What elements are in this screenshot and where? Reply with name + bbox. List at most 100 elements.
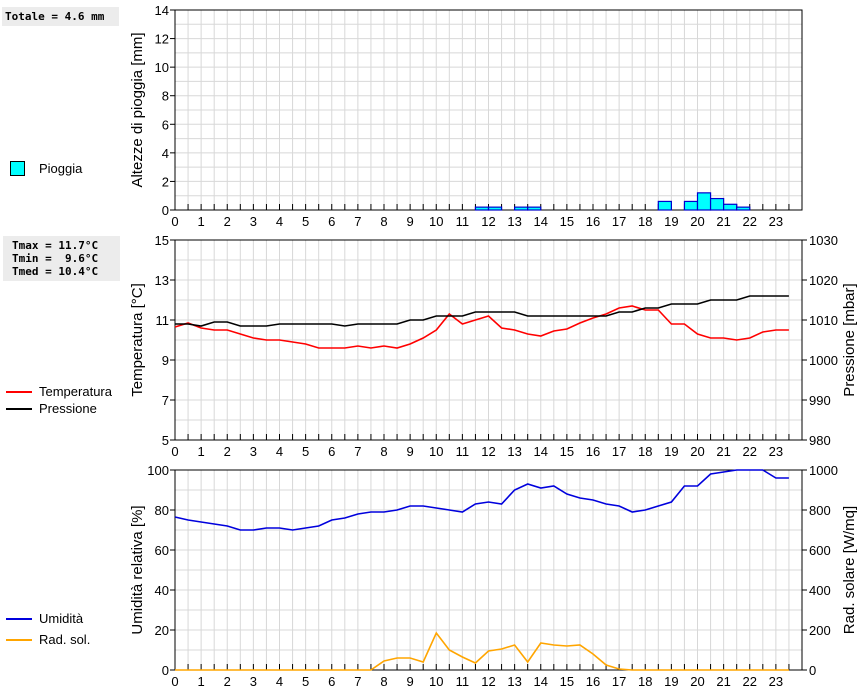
y2-tick-label: 600 (809, 543, 831, 558)
hum-line-icon (6, 617, 32, 620)
x-tick-label: 0 (171, 444, 178, 459)
legend-temperature: Temperatura (6, 384, 112, 399)
x-tick-label: 6 (328, 444, 335, 459)
y2-tick-label: 1000 (809, 353, 838, 368)
y-tick-label: 80 (155, 503, 169, 518)
x-tick-label: 7 (354, 214, 361, 229)
y-tick-label: 12 (155, 32, 169, 47)
y-tick-label: 10 (155, 60, 169, 75)
x-tick-label: 15 (560, 444, 574, 459)
legend-pressure: Pressione (6, 401, 97, 416)
rain-bar (657, 200, 672, 211)
y2-tick-label: 1020 (809, 273, 838, 288)
x-tick-label: 22 (743, 214, 757, 229)
x-tick-label: 9 (407, 214, 414, 229)
x-tick-label: 17 (612, 214, 626, 229)
x-tick-label: 7 (354, 674, 361, 689)
x-tick-label: 16 (586, 674, 600, 689)
x-tick-label: 18 (638, 214, 652, 229)
x-tick-label: 20 (690, 674, 704, 689)
x-tick-label: 0 (171, 674, 178, 689)
x-tick-label: 1 (198, 674, 205, 689)
x-tick-label: 13 (507, 214, 521, 229)
series-line-umidit- (174, 469, 789, 531)
legend-rad-label: Rad. sol. (39, 632, 91, 647)
y2-tick-label: 400 (809, 583, 831, 598)
y-tick-label: 8 (162, 89, 169, 104)
y-axis-title: Altezze di pioggia [mm] (129, 32, 146, 187)
y-tick-label: 11 (156, 313, 170, 328)
x-tick-label: 8 (380, 214, 387, 229)
y-tick-label: 5 (162, 433, 169, 448)
x-tick-label: 10 (429, 214, 443, 229)
x-tick-label: 0 (171, 214, 178, 229)
rad-line-icon (6, 638, 32, 641)
x-tick-label: 10 (429, 674, 443, 689)
x-tick-label: 18 (638, 674, 652, 689)
tmin-text: Tmin = 9.6°C (12, 252, 99, 265)
y2-tick-label: 0 (809, 663, 816, 678)
x-tick-label: 2 (224, 444, 231, 459)
series-line-pressione (175, 295, 789, 327)
x-tick-label: 13 (507, 444, 521, 459)
y-tick-label: 15 (155, 233, 169, 248)
y2-tick-label: 980 (809, 433, 831, 448)
x-tick-label: 4 (276, 444, 283, 459)
x-tick-label: 6 (328, 674, 335, 689)
y-tick-label: 9 (162, 353, 169, 368)
y2-tick-label: 800 (809, 503, 831, 518)
x-tick-label: 15 (560, 674, 574, 689)
x-tick-label: 11 (456, 674, 470, 689)
rain-swatch-icon (10, 161, 25, 176)
x-tick-label: 19 (664, 674, 678, 689)
x-tick-label: 5 (302, 674, 309, 689)
x-tick-label: 21 (716, 214, 730, 229)
rain-bar (487, 206, 503, 211)
y-tick-label: 40 (155, 583, 169, 598)
y2-axis-title: Rad. solare [W/mq] (841, 506, 858, 634)
y-tick-label: 7 (162, 393, 169, 408)
x-tick-label: 9 (407, 674, 414, 689)
x-tick-label: 8 (380, 444, 387, 459)
x-tick-label: 1 (198, 214, 205, 229)
series-line-rad-sol- (175, 631, 789, 671)
series-line-temperatura (174, 305, 789, 349)
x-tick-label: 12 (481, 674, 495, 689)
y-tick-label: 0 (162, 203, 169, 218)
x-tick-label: 20 (690, 444, 704, 459)
legend-rain: Pioggia (10, 161, 82, 176)
x-tick-label: 8 (380, 674, 387, 689)
x-tick-label: 9 (407, 444, 414, 459)
x-tick-label: 16 (586, 214, 600, 229)
rain-total-box: Totale = 4.6 mm (2, 7, 119, 26)
x-tick-label: 3 (250, 214, 257, 229)
x-tick-label: 7 (354, 444, 361, 459)
x-tick-label: 21 (716, 674, 730, 689)
x-tick-label: 13 (507, 674, 521, 689)
x-tick-label: 5 (302, 214, 309, 229)
x-tick-label: 22 (743, 674, 757, 689)
y-axis-title: Temperatura [°C] (129, 283, 146, 397)
tmed-text: Tmed = 10.4°C (12, 265, 99, 278)
x-tick-label: 16 (586, 444, 600, 459)
x-tick-label: 15 (560, 214, 574, 229)
x-tick-label: 5 (302, 444, 309, 459)
x-tick-label: 4 (276, 674, 283, 689)
x-tick-label: 11 (456, 444, 470, 459)
x-tick-label: 14 (534, 444, 548, 459)
y-tick-label: 6 (162, 117, 169, 132)
temperature-stats-box: Tmax = 11.7°C Tmin = 9.6°C Tmed = 10.4°C (3, 236, 120, 281)
y2-tick-label: 1030 (809, 233, 838, 248)
rain-bar (514, 206, 529, 211)
y2-tick-label: 990 (809, 393, 831, 408)
x-tick-label: 22 (743, 444, 757, 459)
legend-rain-label: Pioggia (39, 161, 83, 176)
y2-tick-label: 1000 (809, 463, 838, 478)
x-tick-label: 19 (664, 214, 678, 229)
x-tick-label: 21 (716, 444, 730, 459)
x-tick-label: 2 (224, 214, 231, 229)
legend-hum-label: Umidità (39, 611, 84, 626)
y-tick-label: 2 (162, 174, 169, 189)
rain-bar (683, 200, 699, 211)
